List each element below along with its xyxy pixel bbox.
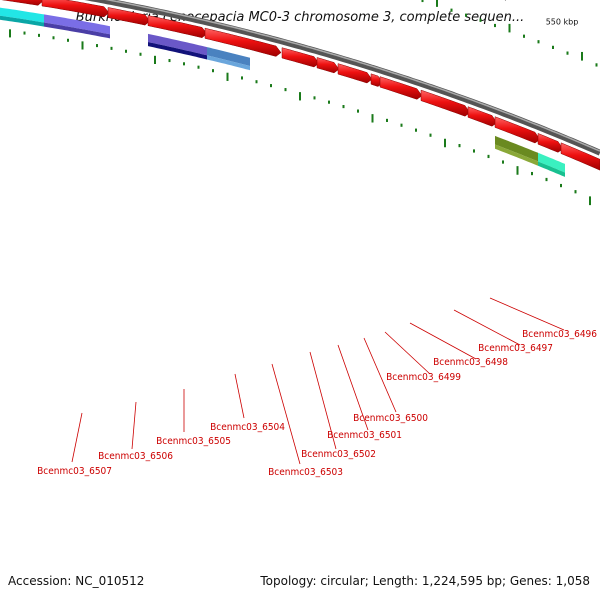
forward-gene (204, 27, 282, 57)
label-leader-lines (71, 297, 565, 465)
leader-line (71, 412, 83, 463)
gene-features (0, 0, 600, 177)
forward-gene (537, 133, 564, 153)
scale-label: 550 kbp (546, 18, 579, 27)
genome-summary-text: Topology: circular; Length: 1,224,595 bp… (260, 574, 590, 588)
map-title: Burkholderia cenocepacia MC0-3 chromosom… (75, 10, 525, 25)
reverse-gene (495, 135, 538, 162)
leader-line (489, 297, 565, 331)
forward-gene (337, 63, 373, 84)
gene-label: Bcenmc03_6507 (37, 466, 112, 477)
forward-gene (107, 7, 151, 26)
forward-gene (316, 57, 340, 74)
reverse-gene-shade (148, 42, 207, 60)
gene-label: Bcenmc03_6498 (433, 357, 508, 368)
gene-label: Bcenmc03_6505 (156, 436, 231, 447)
reverse-gene (207, 47, 250, 67)
reverse-gene (0, 7, 44, 23)
reverse-gene-shade (538, 161, 565, 177)
reverse-gene-shade (495, 144, 538, 166)
leader-line (131, 401, 137, 450)
leader-line (384, 331, 431, 375)
forward-gene (281, 47, 320, 68)
scale-label: 552 kbp (477, 0, 510, 1)
leader-line (234, 373, 245, 419)
leader-line (453, 309, 521, 346)
leader-line (271, 363, 301, 465)
leader-line (409, 322, 477, 360)
reverse-gene-shade (207, 55, 250, 71)
gene-label: Bcenmc03_6506 (98, 451, 173, 462)
gene-label: Bcenmc03_6501 (327, 430, 402, 441)
gene-label: Bcenmc03_6497 (478, 343, 553, 354)
scale-labels: 550 kbp552 kbp554 kbp556 kbp558 kbp560 k… (477, 0, 579, 27)
reverse-gene (538, 152, 565, 173)
forward-gene (379, 76, 423, 100)
backbone-line (84, 0, 600, 156)
forward-gene (494, 116, 541, 144)
gene-label: Bcenmc03_6502 (301, 449, 376, 460)
forward-gene (1, 0, 44, 6)
gene-label: Bcenmc03_6500 (353, 413, 428, 424)
reverse-gene (148, 33, 207, 56)
accession-text: Accession: NC_010512 (8, 574, 145, 588)
gene-label: Bcenmc03_6504 (210, 422, 285, 433)
gene-label: Bcenmc03_6499 (386, 372, 461, 383)
forward-gene (147, 15, 208, 38)
gene-label: Bcenmc03_6503 (268, 467, 343, 478)
genome-backbone (84, 0, 600, 156)
leader-line (309, 351, 337, 450)
forward-gene (420, 89, 471, 117)
forward-gene (41, 0, 110, 18)
leader-line (363, 337, 397, 413)
forward-gene (467, 106, 498, 127)
backbone-highlight (104, 0, 600, 152)
forward-gene (560, 142, 600, 171)
gene-label: Bcenmc03_6496 (522, 329, 597, 340)
gene-labels: Bcenmc03_6496 Bcenmc03_6497 Bcenmc03_6498 B… (37, 329, 597, 478)
reverse-gene-shade (44, 22, 110, 39)
reverse-gene-shade (0, 15, 44, 27)
gene-ticks (9, 29, 591, 206)
reverse-gene (44, 14, 110, 35)
leader-line (337, 344, 369, 431)
scale-ticks (421, 0, 598, 67)
